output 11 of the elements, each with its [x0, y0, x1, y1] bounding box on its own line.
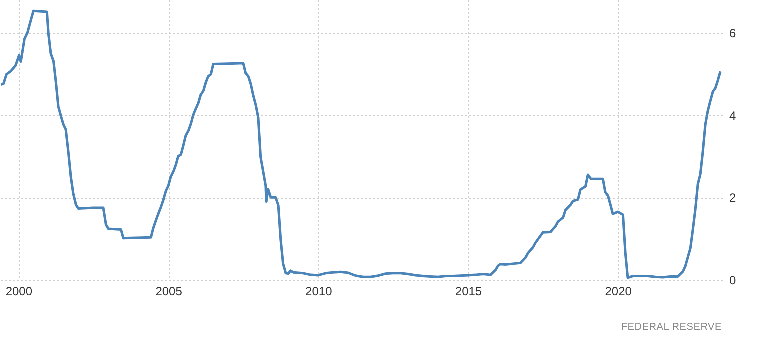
- line-series: [0, 10, 722, 280]
- y-tick-label: 0: [730, 274, 736, 288]
- y-tick-label: 2: [730, 191, 736, 206]
- x-tick-label: 2005: [156, 284, 183, 298]
- y-tick-label: 6: [730, 26, 736, 40]
- text: FEDERAL RESERVE: [620, 322, 722, 333]
- x-tick-label: 2000: [6, 284, 33, 298]
- x-tick-label: 2010: [306, 284, 333, 298]
- x-tick-label: 2015: [455, 284, 482, 298]
- x-tick-label: 2020: [605, 284, 632, 298]
- y-tick-label: 4: [730, 108, 736, 123]
